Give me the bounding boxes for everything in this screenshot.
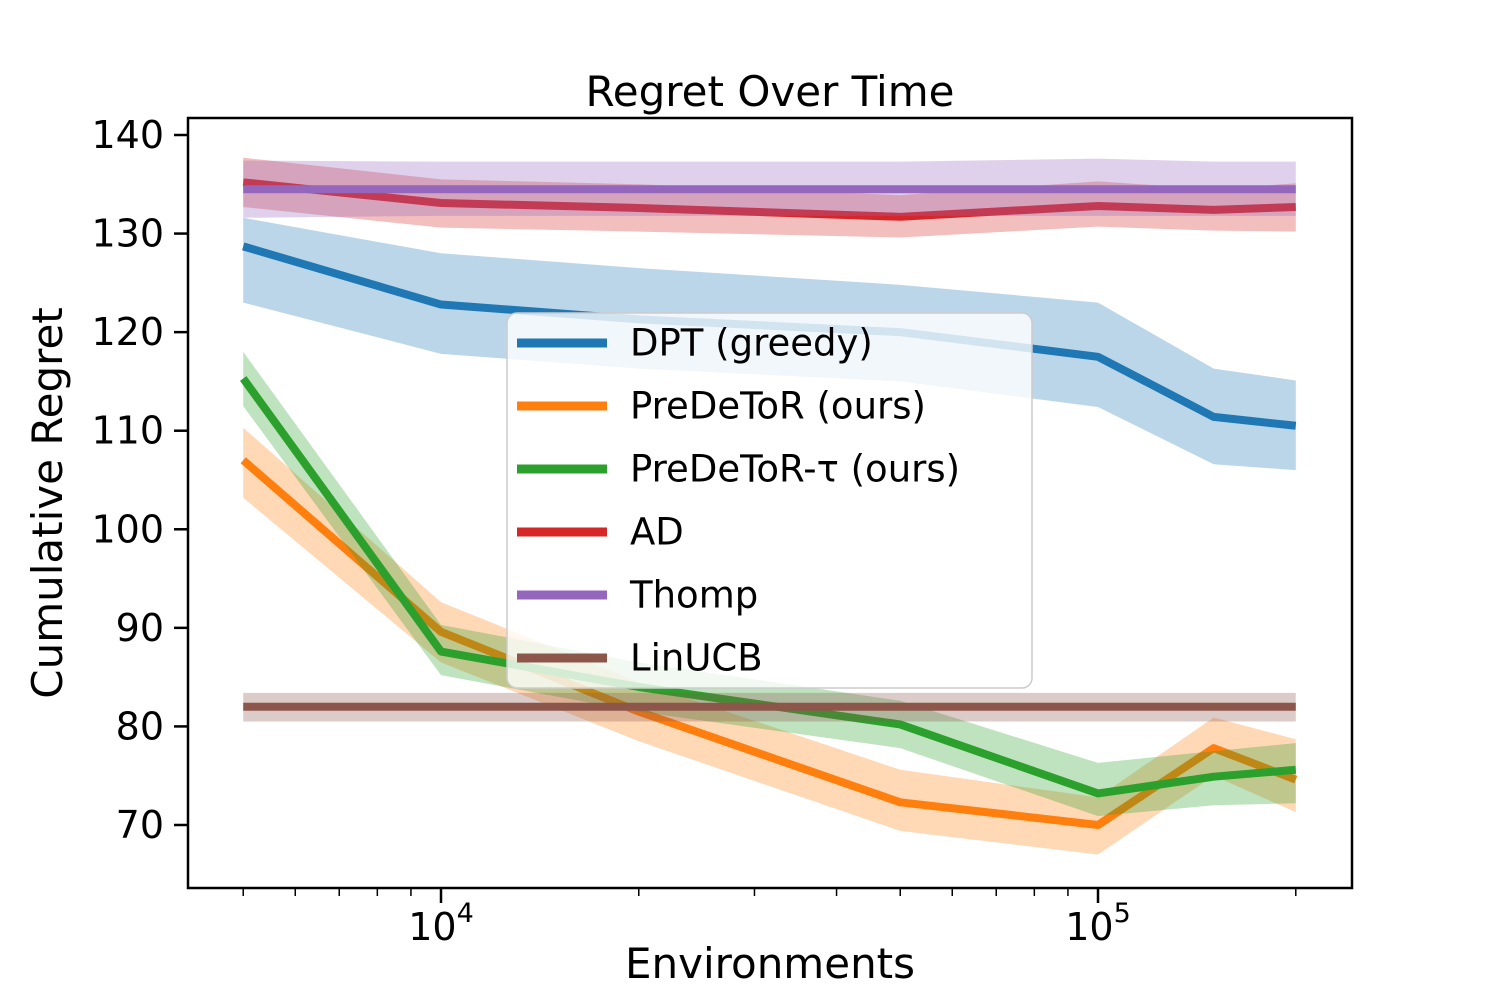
legend-label-predetor-ours: PreDeToR-τ (ours) [630, 448, 960, 491]
x-tick-label: 105 [1065, 898, 1131, 949]
legend-box [506, 312, 1033, 689]
axes-layer: 70 80 90 100 110 120 130 140 104 105 [91, 113, 1354, 949]
legend-label-thomp: Thomp [629, 574, 758, 617]
y-tick-label: 90 [116, 606, 164, 650]
legend-label-ad: AD [630, 511, 684, 554]
y-tick-label: 120 [91, 310, 164, 354]
legend-label-linucb: LinUCB [630, 637, 763, 680]
legend: DPT (greedy) PreDeToR (ours) PreDeToR-τ (o… [506, 312, 1033, 689]
plot-spines [186, 116, 1354, 890]
y-tick-label: 80 [116, 704, 164, 748]
legend-label-dpt-greedy: DPT (greedy) [630, 322, 873, 365]
y-axis-label: Cumulative Regret [23, 307, 72, 699]
series-line-predetor-ours [240, 457, 1298, 829]
x-tick-label: 104 [408, 898, 474, 949]
series-line-predetor-ours [239, 376, 1297, 798]
chart-title: Regret Over Time [586, 67, 955, 116]
x-axis-label: Environments [625, 939, 915, 988]
y-tick-label: 70 [116, 803, 164, 847]
legend-label-predetor-ours: PreDeToR (ours) [630, 385, 926, 428]
y-tick-label: 100 [91, 507, 164, 551]
y-tick-label: 110 [91, 409, 164, 453]
series-line-ad [242, 178, 1296, 221]
series-band-ad [243, 157, 1296, 238]
y-tick-label: 140 [91, 113, 164, 157]
y-tick-label: 130 [91, 212, 164, 256]
series-band-predetor-ours [243, 351, 1296, 817]
